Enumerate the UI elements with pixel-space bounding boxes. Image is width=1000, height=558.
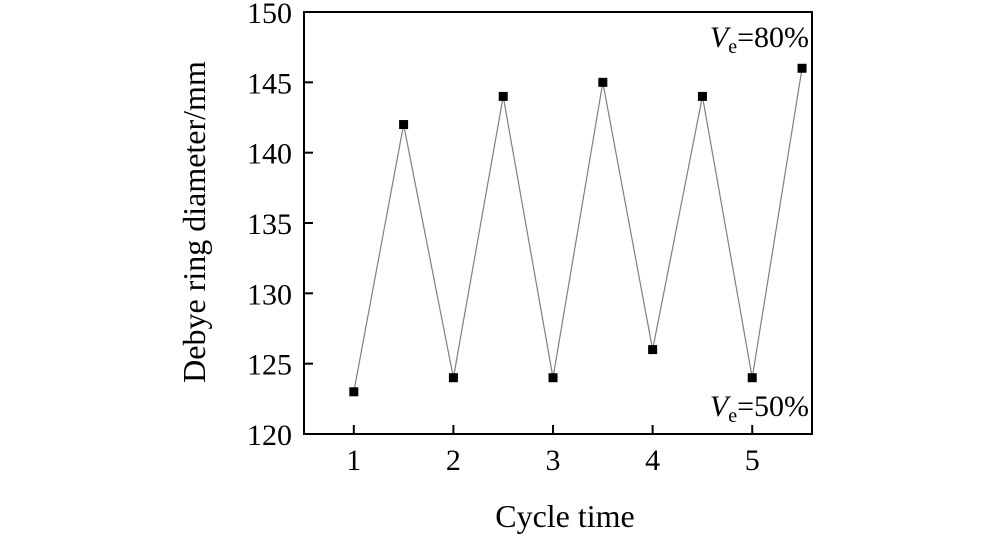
data-point-marker (448, 373, 458, 383)
annotation-ve-50-symbol: V (710, 390, 732, 423)
data-point-marker (349, 387, 359, 397)
x-axis-title: Cycle time (495, 498, 635, 534)
data-point-marker (498, 91, 508, 101)
series-line-segment (502, 96, 554, 378)
data-point-marker (697, 91, 707, 101)
annotation-ve-50: Ve=50% (710, 390, 809, 427)
y-tick-label: 145 (247, 67, 292, 100)
series-line-segment (353, 124, 405, 392)
data-point-marker (399, 120, 409, 130)
series-line-segment (652, 96, 704, 350)
series-line-segment (751, 68, 803, 378)
y-tick-label: 125 (247, 349, 292, 382)
data-point-marker (548, 373, 558, 383)
annotation-ve-80-value: =80% (737, 21, 809, 54)
y-tick-label: 130 (247, 278, 292, 311)
annotation-ve-80-subscript: e (728, 36, 737, 58)
annotation-ve-80-symbol: V (710, 21, 732, 54)
x-tick-label: 1 (346, 444, 361, 477)
data-point-marker (747, 373, 757, 383)
plot-frame (303, 11, 813, 435)
series-line-segment (701, 96, 753, 378)
data-point-marker (598, 77, 608, 87)
data-point-marker (797, 63, 807, 73)
data-point-marker (648, 345, 658, 355)
y-axis-title: Debye ring diameter/mm (176, 61, 212, 383)
chart-marks (349, 63, 807, 397)
x-tick-label: 5 (745, 444, 760, 477)
series-line-segment (452, 96, 504, 378)
annotation-ve-50-value: =50% (737, 390, 809, 423)
series-line-segment (552, 82, 604, 378)
y-tick-label: 120 (247, 419, 292, 452)
axis-ticks: 1 2 3 4 5 120 125 130 135 140 145 150 (247, 0, 760, 477)
series-line-segment (403, 124, 455, 378)
y-tick-label: 150 (247, 0, 292, 30)
y-tick-label: 135 (247, 208, 292, 241)
x-tick-label: 2 (446, 444, 461, 477)
y-tick-label: 140 (247, 138, 292, 171)
series-line-segment (602, 82, 654, 350)
x-tick-label: 3 (546, 444, 561, 477)
annotation-ve-50-subscript: e (728, 405, 737, 427)
x-tick-label: 4 (645, 444, 660, 477)
annotation-ve-80: Ve=80% (710, 21, 809, 58)
